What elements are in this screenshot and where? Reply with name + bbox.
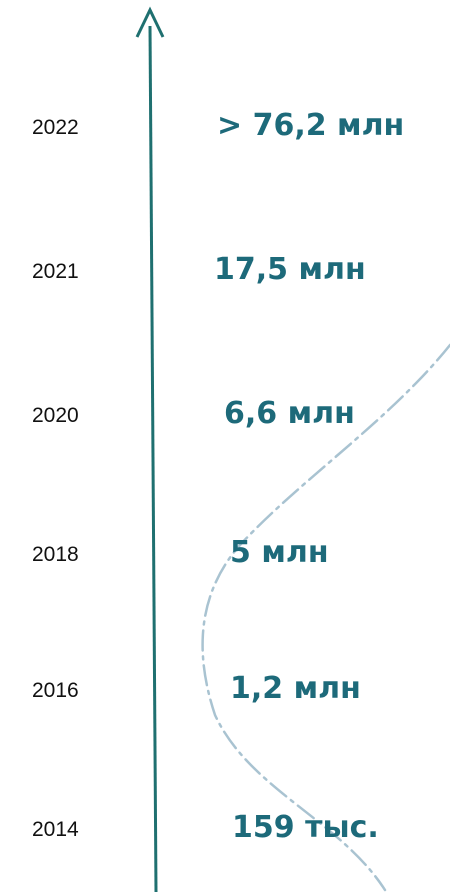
timeline-entry-2021: 2021 17,5 млн bbox=[0, 252, 450, 292]
timeline-entry-2016: 2016 1,2 млн bbox=[0, 671, 450, 711]
value-label: 1,2 млн bbox=[230, 671, 361, 706]
year-label: 2014 bbox=[32, 818, 79, 841]
year-label: 2018 bbox=[32, 543, 79, 566]
vertical-axis-line bbox=[148, 25, 158, 892]
timeline-entry-2022: 2022 > 76,2 млн bbox=[0, 108, 450, 148]
value-label: 5 млн bbox=[230, 535, 329, 570]
value-label: 17,5 млн bbox=[214, 252, 366, 287]
timeline-entry-2018: 2018 5 млн bbox=[0, 535, 450, 575]
year-label: 2022 bbox=[32, 116, 79, 139]
timeline-entry-2014: 2014 159 тыс. bbox=[0, 810, 450, 850]
year-label: 2021 bbox=[32, 260, 79, 283]
year-label: 2016 bbox=[32, 679, 79, 702]
value-label: > 76,2 млн bbox=[217, 108, 405, 143]
value-label: 6,6 млн bbox=[224, 396, 355, 431]
decorative-dashed-curve bbox=[201, 343, 450, 892]
year-label: 2020 bbox=[32, 404, 79, 427]
axis-arrow-head bbox=[135, 6, 165, 38]
value-label: 159 тыс. bbox=[232, 810, 379, 845]
timeline-entry-2020: 2020 6,6 млн bbox=[0, 396, 450, 436]
